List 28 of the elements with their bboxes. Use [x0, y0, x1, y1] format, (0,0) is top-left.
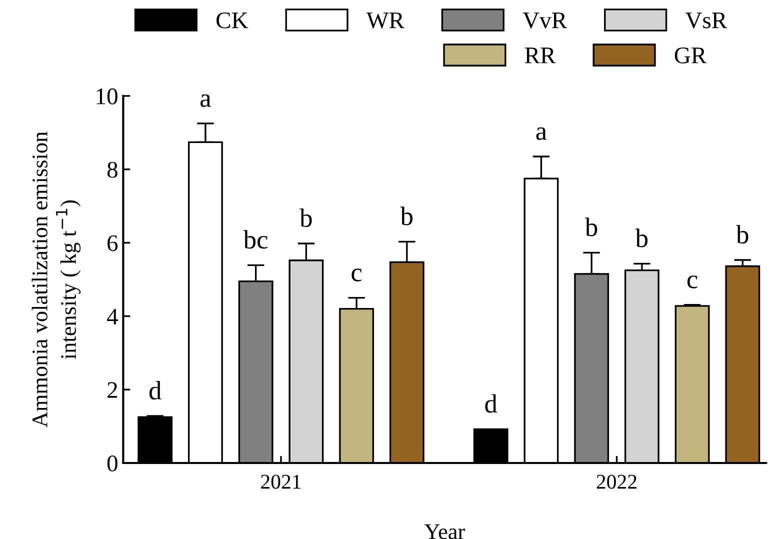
y-tick-label: 10: [96, 88, 118, 104]
y-tick-label: 2: [108, 382, 118, 398]
x-tick-label: 2022: [596, 474, 636, 489]
legend-label: WR: [366, 12, 404, 28]
annotation: b: [584, 218, 598, 236]
annotation: b: [736, 224, 748, 244]
y-tick-label: 0: [107, 455, 118, 472]
y-tick-label: 6: [108, 235, 118, 252]
legend-label: RR: [524, 48, 556, 64]
annotation: b: [635, 228, 648, 248]
x-axis-title: Year: [424, 524, 465, 539]
annotation: a: [536, 127, 547, 140]
annotation: d: [149, 380, 162, 400]
legend-label: VvR: [522, 12, 568, 28]
y-axis-title: Ammonia volatilization emission intensity ( kg t$^{−1}$): [32, 132, 81, 428]
legend-label: VsR: [685, 12, 728, 28]
y-tick-label: 4: [106, 308, 118, 324]
annotation: a: [200, 94, 211, 107]
annotation: d: [485, 394, 498, 413]
y-tick-label: 8: [107, 162, 118, 178]
x-tick-label: 2021: [261, 474, 301, 489]
legend-label: CK: [216, 12, 248, 28]
annotation: bc: [243, 230, 268, 249]
annotation: c: [352, 268, 362, 282]
annotation: c: [687, 276, 698, 288]
legend-label: GR: [674, 47, 707, 64]
annotation: b: [300, 208, 312, 228]
annotation: b: [400, 206, 412, 226]
